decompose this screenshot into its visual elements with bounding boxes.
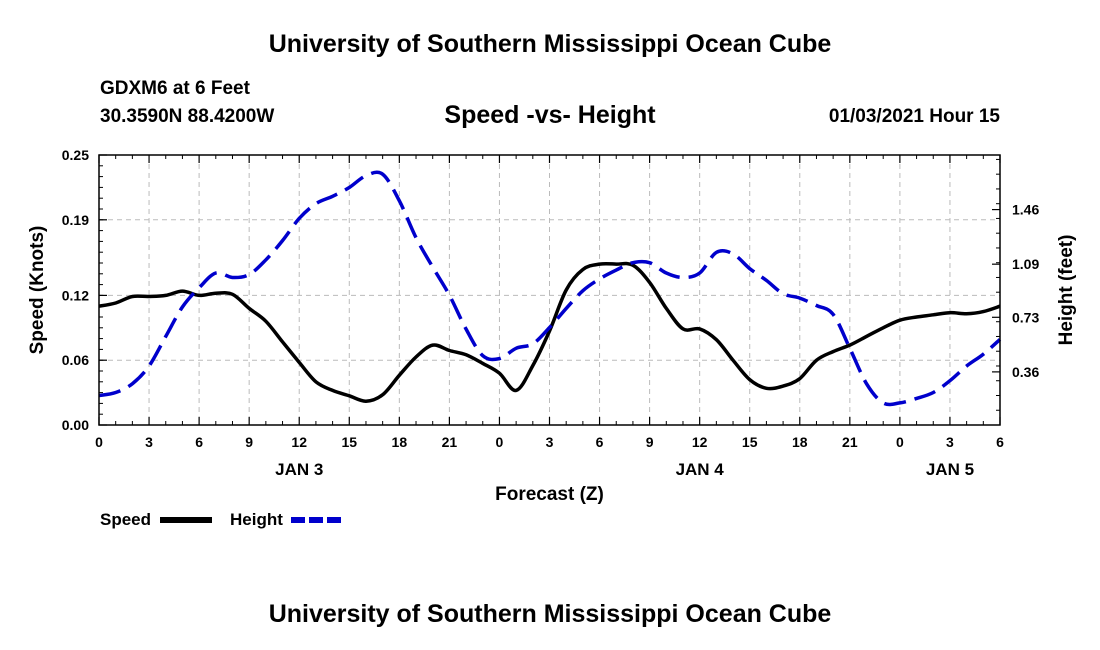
height-data-point	[365, 174, 368, 177]
station-name: GDXM6 at 6 Feet	[100, 78, 250, 99]
x-tick-label: 21	[842, 434, 858, 450]
chart-title: Speed -vs- Height	[444, 101, 656, 129]
page-title: University of Southern Mississippi Ocean…	[268, 30, 832, 58]
x-tick-label: 12	[692, 434, 708, 450]
legend-height-label: Height	[230, 510, 283, 529]
forecast-timestamp: 01/03/2021 Hour 15	[828, 106, 1000, 127]
grid-lines	[99, 155, 1000, 425]
y-tick-label: 0.06	[62, 352, 89, 368]
x-tick-label: 3	[946, 434, 954, 450]
x-tick-label: 9	[646, 434, 654, 450]
y2-tick-label: 1.09	[1012, 256, 1039, 272]
y2-axis-title: Height (feet)	[1056, 235, 1077, 346]
y-tick-label: 0.00	[62, 417, 89, 433]
x-tick-label: 18	[792, 434, 808, 450]
x-tick-label: 21	[442, 434, 458, 450]
height-series-line	[98, 170, 1002, 407]
height-data-point	[531, 342, 534, 345]
y-tick-label: 0.25	[62, 147, 89, 163]
page-footer-title: University of Southern Mississippi Ocean…	[268, 600, 832, 628]
station-coords: 30.3590N 88.4200W	[100, 106, 275, 127]
x-tick-label: 12	[291, 434, 307, 450]
x-tick-label: 3	[546, 434, 554, 450]
y2-tick-label: 1.46	[1012, 202, 1039, 218]
x-tick-label: 0	[896, 434, 904, 450]
x-tick-label: 0	[95, 434, 103, 450]
height-data-point	[782, 292, 785, 295]
day-label: JAN 5	[926, 460, 974, 479]
x-tick-label: 18	[392, 434, 408, 450]
speed-series-line	[98, 261, 1001, 403]
height-data-point	[882, 401, 885, 404]
x-tick-label: 9	[245, 434, 253, 450]
legend: Speed Height	[100, 510, 343, 529]
x-tick-label: 6	[195, 434, 203, 450]
x-tick-label: 6	[596, 434, 604, 450]
height-data-point	[314, 202, 317, 205]
x-tick-label: 15	[742, 434, 758, 450]
x-axis-title: Forecast (Z)	[495, 484, 604, 505]
height-data-point	[682, 276, 685, 279]
x-tick-label: 3	[145, 434, 153, 450]
y2-tick-label: 0.73	[1012, 309, 1039, 325]
x-tick-label: 0	[496, 434, 504, 450]
series-layer	[98, 170, 1002, 407]
height-data-point	[598, 277, 601, 280]
day-label: JAN 4	[676, 460, 725, 479]
day-label: JAN 3	[275, 460, 323, 479]
height-data-point	[732, 252, 735, 255]
legend-speed-label: Speed	[100, 510, 151, 529]
y-tick-label: 0.19	[62, 212, 89, 228]
height-data-point	[431, 266, 434, 269]
x-tick-label: 6	[996, 434, 1004, 450]
x-tick-label: 15	[341, 434, 357, 450]
y-tick-label: 0.12	[62, 287, 89, 303]
axis-layer: 0 3 6 9 12 15 18 21 0 3 6 9 12 15 18 21 0 3 6 0.00 0.06 0.12 0…	[27, 147, 1077, 505]
y2-tick-label: 0.36	[1012, 364, 1039, 380]
y-axis-title: Speed (Knots)	[27, 226, 48, 355]
